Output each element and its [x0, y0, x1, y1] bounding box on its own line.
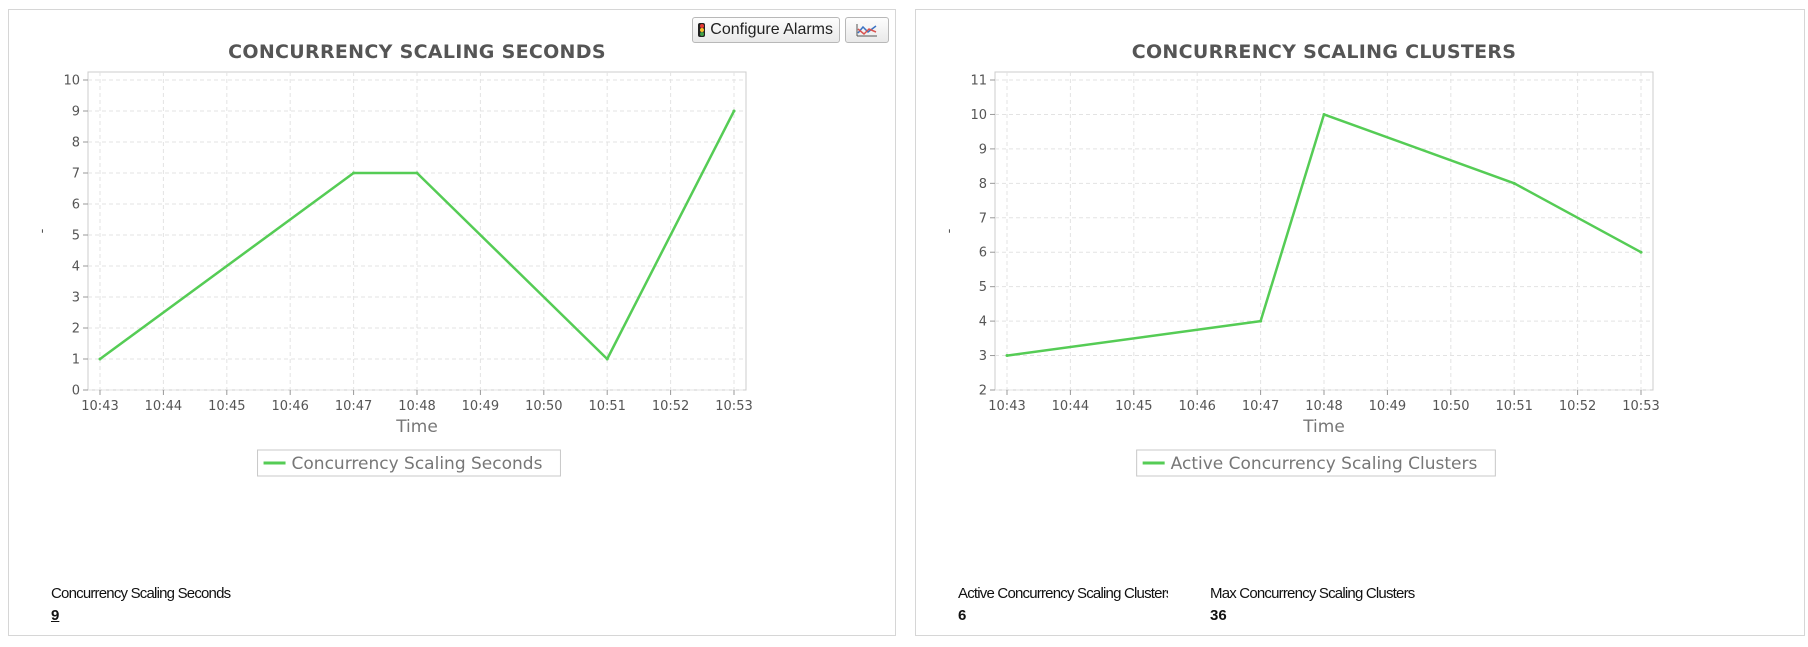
data-point — [1512, 181, 1516, 185]
x-tick-label: 10:53 — [715, 399, 752, 414]
chart-type-button[interactable] — [845, 17, 889, 43]
x-tick-label: 10:46 — [1178, 399, 1215, 414]
data-point — [1639, 250, 1643, 254]
x-axis-title: Time — [1302, 417, 1345, 437]
x-tick-label: 10:44 — [145, 399, 182, 414]
y-tick-label: 7 — [979, 211, 987, 226]
y-tick-label: 11 — [970, 74, 987, 89]
legend-label: Concurrency Scaling Seconds — [292, 454, 543, 474]
y-tick-label: 10 — [970, 108, 987, 123]
x-tick-label: 10:50 — [525, 399, 562, 414]
x-tick-label: 10:45 — [1115, 399, 1152, 414]
chart-concurrency-scaling-clusters: CONCURRENCY SCALING CLUSTERS 2 3 4 5 6 7 8 9 10 11… — [942, 41, 1660, 477]
x-tick-label: 10:44 — [1052, 399, 1089, 414]
x-tick-label: 10:52 — [652, 399, 689, 414]
y-tick-label: 2 — [979, 384, 987, 399]
chart-title: CONCURRENCY SCALING SECONDS — [228, 41, 606, 63]
stat-value: 36 — [1210, 607, 1227, 624]
y-tick-label: 6 — [979, 246, 987, 261]
y-tick-label: 10 — [63, 74, 80, 89]
legend-label: Active Concurrency Scaling Clusters — [1171, 454, 1478, 474]
y-tick-label: 9 — [979, 142, 987, 157]
x-tick-label: 10:52 — [1559, 399, 1596, 414]
stat-label: Active Concurrency Scaling Clusters — [958, 585, 1168, 602]
chart-toolbar: Configure Alarms — [692, 17, 889, 43]
data-point — [352, 171, 356, 175]
data-point — [415, 171, 419, 175]
x-tick-label: 10:51 — [588, 399, 625, 414]
legend: Concurrency Scaling Seconds — [257, 449, 561, 477]
configure-alarms-label: Configure Alarms — [710, 21, 833, 38]
y-tick-label: 9 — [72, 105, 80, 120]
x-tick-label: 10:48 — [398, 399, 435, 414]
y-tick-label: 6 — [72, 198, 80, 213]
x-tick-label: 10:43 — [988, 399, 1025, 414]
y-tick-label: 3 — [72, 291, 80, 306]
x-tick-label: 10:43 — [81, 399, 118, 414]
data-point — [605, 357, 609, 361]
stat-label: Concurrency Scaling Seconds — [51, 585, 231, 602]
chart-panel-concurrency-scaling-clusters: CONCURRENCY SCALING CLUSTERS 2 3 4 5 6 7 8 9 10 11… — [915, 9, 1805, 636]
y-tick-label: 4 — [72, 260, 80, 275]
y-tick-label: 1 — [72, 353, 80, 368]
y-axis-title: - — [35, 228, 50, 233]
stat-max-concurrency-scaling-clusters: Max Concurrency Scaling Clusters 36 — [1210, 585, 1420, 624]
y-tick-label: 3 — [979, 349, 987, 364]
legend-box — [1136, 449, 1496, 477]
data-point — [1259, 319, 1263, 323]
y-tick-label: 2 — [72, 322, 80, 337]
stat-value[interactable]: 9 — [51, 607, 60, 624]
stat-value: 6 — [958, 607, 967, 624]
configure-alarms-button[interactable]: Configure Alarms — [692, 17, 840, 43]
chart-panel-concurrency-scaling-seconds: CONCURRENCY SCALING SECONDS 0 1 2 3 4 5 6 7 8 9 10 1… — [8, 9, 896, 636]
x-tick-label: 10:47 — [1242, 399, 1279, 414]
y-tick-label: 4 — [979, 315, 987, 330]
x-tick-label: 10:50 — [1432, 399, 1469, 414]
data-point — [1322, 112, 1326, 116]
x-tick-label: 10:51 — [1495, 399, 1532, 414]
x-tick-label: 10:47 — [335, 399, 372, 414]
y-tick-label: 8 — [979, 177, 987, 192]
plot-area — [87, 71, 747, 391]
traffic-light-icon — [698, 23, 706, 37]
data-point — [732, 109, 736, 113]
plot-area — [994, 71, 1654, 391]
y-tick-label: 5 — [979, 280, 987, 295]
y-tick-label: 0 — [72, 384, 80, 399]
chart-title: CONCURRENCY SCALING CLUSTERS — [1132, 41, 1517, 63]
x-tick-label: 10:49 — [462, 399, 499, 414]
x-tick-label: 10:49 — [1369, 399, 1406, 414]
y-tick-label: 7 — [72, 167, 80, 182]
x-tick-label: 10:48 — [1305, 399, 1342, 414]
stat-active-concurrency-scaling-clusters: Active Concurrency Scaling Clusters 6 — [958, 585, 1168, 624]
chart-concurrency-scaling-seconds: CONCURRENCY SCALING SECONDS 0 1 2 3 4 5 6 7 8 9 10 1… — [35, 41, 753, 477]
stat-label: Max Concurrency Scaling Clusters — [1210, 585, 1415, 602]
x-axis-title: Time — [395, 417, 438, 437]
x-tick-label: 10:53 — [1622, 399, 1659, 414]
data-point — [1005, 354, 1009, 358]
legend-box — [257, 449, 561, 477]
y-tick-label: 8 — [72, 136, 80, 151]
data-point — [98, 357, 102, 361]
line-chart-icon — [856, 24, 877, 37]
x-tick-label: 10:45 — [208, 399, 245, 414]
stat-concurrency-scaling-seconds: Concurrency Scaling Seconds 9 — [51, 585, 251, 624]
y-axis-title: - — [942, 228, 957, 233]
y-tick-label: 5 — [72, 229, 80, 244]
legend: Active Concurrency Scaling Clusters — [1136, 449, 1496, 477]
x-tick-label: 10:46 — [271, 399, 308, 414]
